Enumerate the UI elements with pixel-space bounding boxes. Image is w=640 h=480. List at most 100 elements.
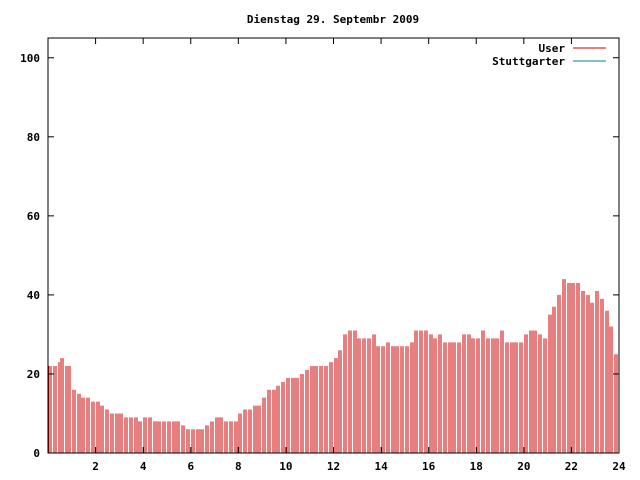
bar: [614, 354, 618, 453]
bar: [505, 342, 509, 453]
bar: [191, 429, 195, 453]
bar: [100, 405, 104, 453]
bar: [319, 366, 323, 453]
x-tick-label: 6: [187, 460, 194, 473]
x-tick-label: 10: [279, 460, 292, 473]
x-tick-label: 16: [422, 460, 436, 473]
bar: [181, 425, 185, 453]
legend-item: Stuttgarter: [492, 55, 606, 68]
bar: [162, 421, 166, 453]
bar: [405, 346, 409, 453]
x-tick-label: 4: [140, 460, 147, 473]
bar: [500, 330, 504, 453]
bar: [495, 338, 499, 453]
bar: [300, 373, 304, 453]
bar: [291, 377, 295, 453]
bar: [410, 342, 414, 453]
bar: [60, 358, 64, 453]
bar: [329, 362, 333, 453]
bar: [81, 397, 85, 453]
bar: [491, 338, 495, 453]
bar: [257, 405, 261, 453]
bar: [567, 283, 571, 453]
bar: [295, 377, 299, 453]
bar: [167, 421, 171, 453]
bar: [452, 342, 456, 453]
bar: [590, 302, 594, 453]
bar: [67, 366, 71, 453]
bar: [605, 310, 609, 453]
bar: [414, 330, 418, 453]
bar: [429, 334, 433, 453]
bar: [262, 397, 266, 453]
x-tick-label: 2: [92, 460, 99, 473]
bar: [334, 358, 338, 453]
bar: [305, 370, 309, 453]
bar: [557, 294, 561, 453]
bar: [138, 421, 142, 453]
bar: [129, 417, 133, 453]
bar: [253, 405, 257, 453]
legend-label: User: [539, 42, 566, 55]
bar: [153, 421, 157, 453]
x-tick-label: 14: [374, 460, 388, 473]
legend-label: Stuttgarter: [492, 55, 565, 68]
bar: [457, 342, 461, 453]
bar: [267, 389, 271, 453]
y-tick-label: 80: [27, 131, 40, 144]
bar: [471, 338, 475, 453]
bar: [48, 366, 52, 453]
bar: [476, 338, 480, 453]
bar: [562, 279, 566, 453]
bar: [91, 401, 95, 453]
bar: [148, 417, 152, 453]
bar: [543, 338, 547, 453]
bar: [552, 306, 556, 453]
bar: [186, 429, 190, 453]
bar: [200, 429, 204, 453]
bar: [281, 381, 285, 453]
y-tick-label: 60: [27, 210, 40, 223]
bar: [581, 290, 585, 453]
bar: [86, 397, 90, 453]
bar: [395, 346, 399, 453]
bar: [210, 421, 214, 453]
bar: [519, 342, 523, 453]
x-tick-label: 24: [612, 460, 626, 473]
bar: [115, 413, 119, 453]
legend-item: User: [539, 42, 606, 55]
bar: [243, 409, 247, 453]
bar: [467, 334, 471, 453]
bar: [134, 417, 138, 453]
bar: [376, 346, 380, 453]
bar: [529, 330, 533, 453]
x-tick-label: 18: [470, 460, 483, 473]
bar: [367, 338, 371, 453]
bar: [205, 425, 209, 453]
x-tick-label: 8: [235, 460, 242, 473]
x-tick-label: 20: [517, 460, 530, 473]
bar: [110, 413, 114, 453]
bar: [248, 409, 252, 453]
bar: [96, 401, 100, 453]
x-tick-label: 12: [327, 460, 340, 473]
bar: [600, 298, 604, 453]
bar: [419, 330, 423, 453]
bar: [215, 417, 219, 453]
x-tick-label: 22: [565, 460, 578, 473]
bar: [609, 326, 613, 453]
bar: [486, 338, 490, 453]
bar: [372, 334, 376, 453]
bar: [348, 330, 352, 453]
bar: [362, 338, 366, 453]
bar: [510, 342, 514, 453]
bar: [219, 417, 223, 453]
bar: [586, 294, 590, 453]
bar: [576, 283, 580, 453]
bar: [238, 413, 242, 453]
bar: [438, 334, 442, 453]
bar: [272, 389, 276, 453]
bar: [338, 350, 342, 453]
